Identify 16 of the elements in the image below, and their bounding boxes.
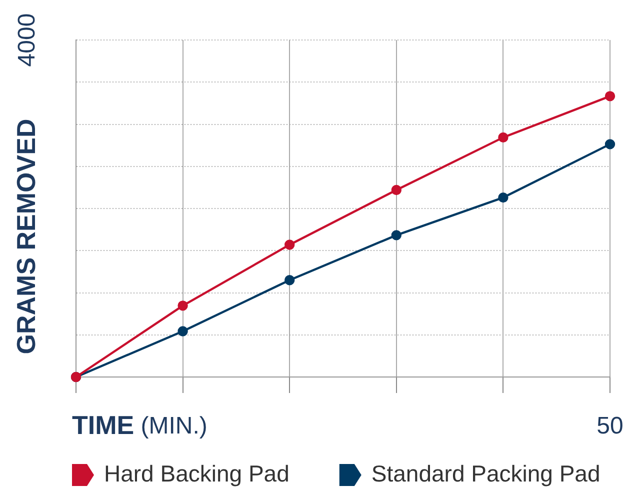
point	[284, 275, 295, 286]
y-axis-title: GRAMS REMOVED	[11, 118, 42, 354]
text: 4000	[14, 13, 41, 67]
point	[391, 184, 402, 196]
legend-label: Hard Backing Pad	[104, 460, 290, 486]
point	[604, 139, 616, 150]
x-axis-title: TIME (MIN.)	[72, 410, 208, 440]
point	[498, 192, 508, 203]
legend-label: Standard Packing Pad	[371, 460, 600, 486]
text: 50	[596, 412, 624, 440]
point	[284, 240, 295, 250]
point	[391, 230, 402, 240]
point	[178, 300, 188, 311]
point	[178, 326, 188, 336]
point	[498, 132, 508, 143]
point	[604, 91, 616, 102]
